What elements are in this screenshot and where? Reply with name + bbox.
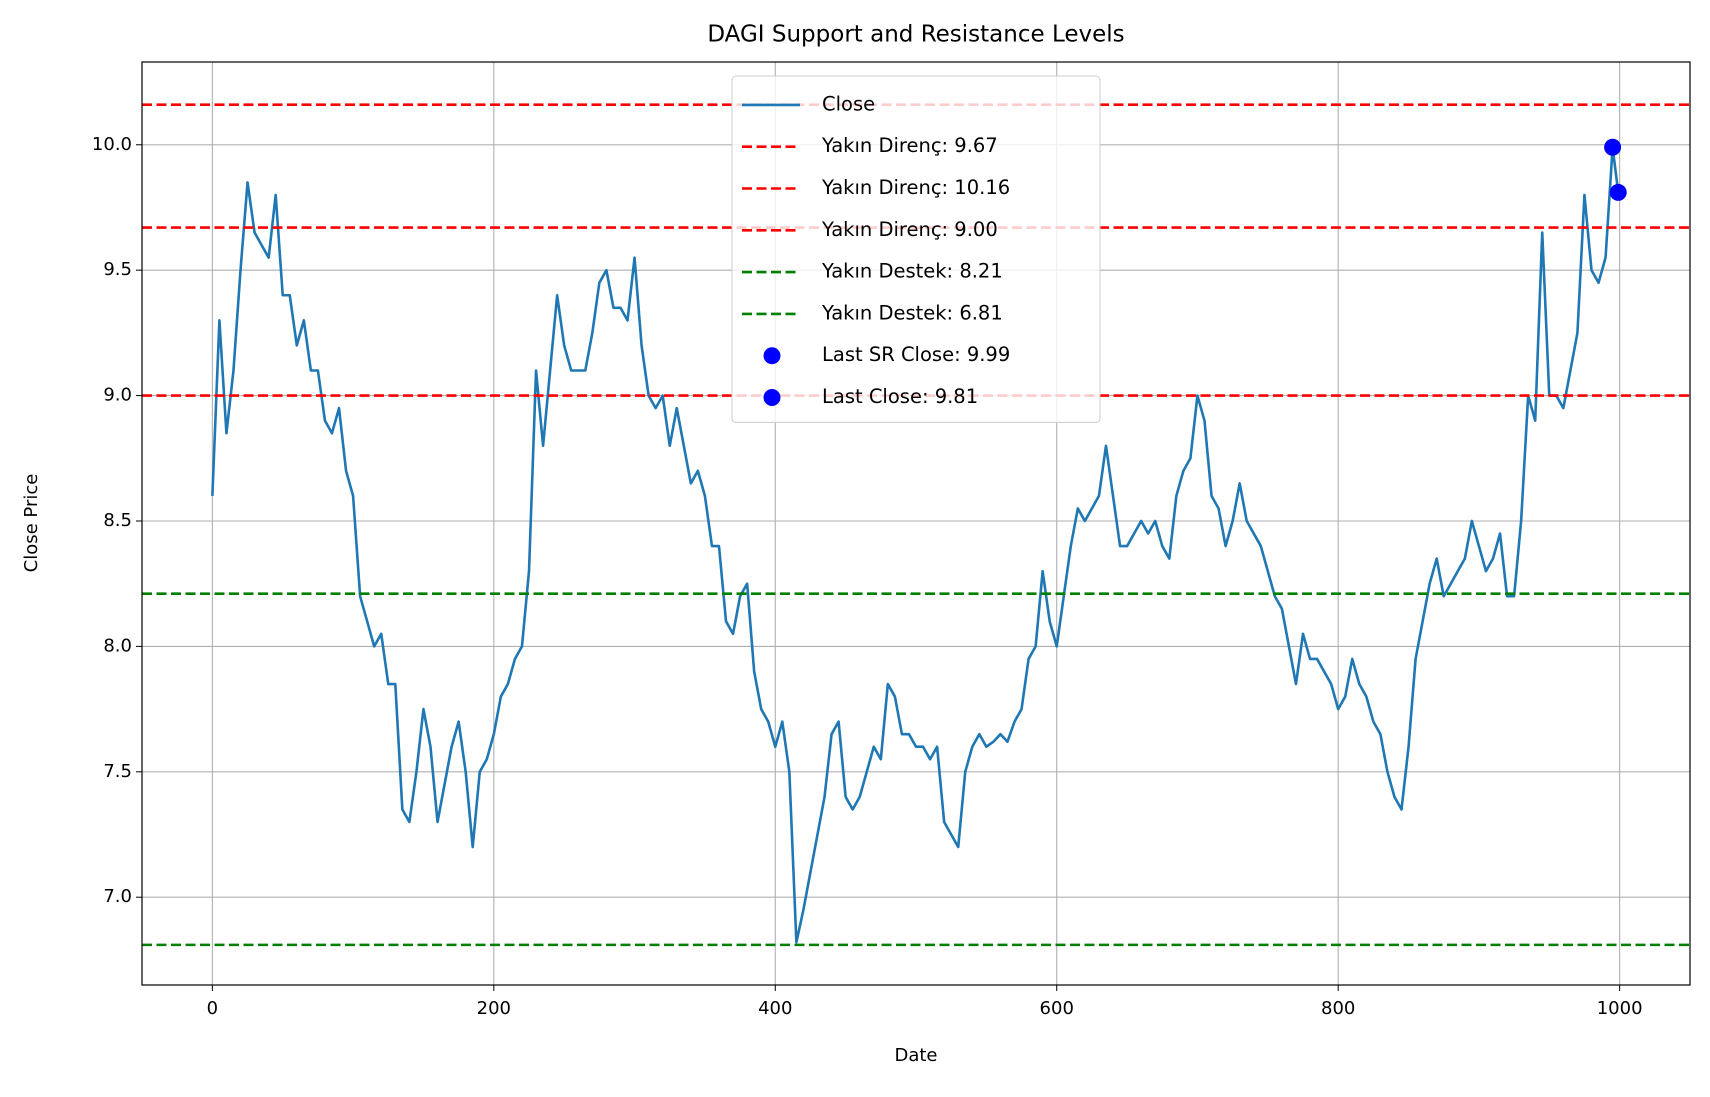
legend-label: Yakın Direnç: 9.00 (821, 218, 998, 241)
y-tick-label: 8.0 (103, 635, 132, 656)
y-tick-label: 10.0 (92, 134, 132, 155)
marker-point (1609, 183, 1627, 201)
legend-label: Yakın Direnç: 10.16 (821, 176, 1010, 199)
y-tick-label: 7.0 (103, 886, 132, 907)
x-tick-label: 400 (758, 998, 792, 1019)
legend-marker (763, 347, 781, 365)
x-tick-label: 600 (1040, 998, 1074, 1019)
y-tick-label: 7.5 (103, 761, 132, 782)
legend-label: Yakın Direnç: 9.67 (821, 134, 998, 157)
marker-point (1604, 138, 1622, 156)
x-axis-label: Date (894, 1045, 937, 1066)
legend: Close Yakın Direnç: 9.67 Yakın Direnç: 10.… (731, 75, 1101, 423)
plot-frame (141, 61, 1691, 986)
y-tick-label: 8.5 (103, 510, 132, 531)
y-tick-label: 9.0 (103, 385, 132, 406)
x-tick-label: 1000 (1597, 998, 1643, 1019)
y-tick-label: 9.5 (103, 259, 132, 280)
close-line (211, 145, 1620, 944)
legend-label: Yakın Destek: 6.81 (821, 301, 1003, 324)
legend-label: Last Close: 9.81 (822, 385, 978, 408)
y-axis-label: Close Price (21, 474, 42, 573)
x-tick-label: 200 (477, 998, 511, 1019)
legend-label: Close (822, 92, 875, 115)
legend-label: Yakın Destek: 8.21 (821, 260, 1003, 283)
x-tick-label: 800 (1321, 998, 1355, 1019)
legend-box (731, 75, 1101, 423)
x-tick-label: 0 (207, 998, 218, 1019)
chart-title: DAGI Support and Resistance Levels (707, 22, 1124, 48)
legend-label: Last SR Close: 9.99 (822, 343, 1010, 366)
legend-marker (763, 389, 781, 406)
